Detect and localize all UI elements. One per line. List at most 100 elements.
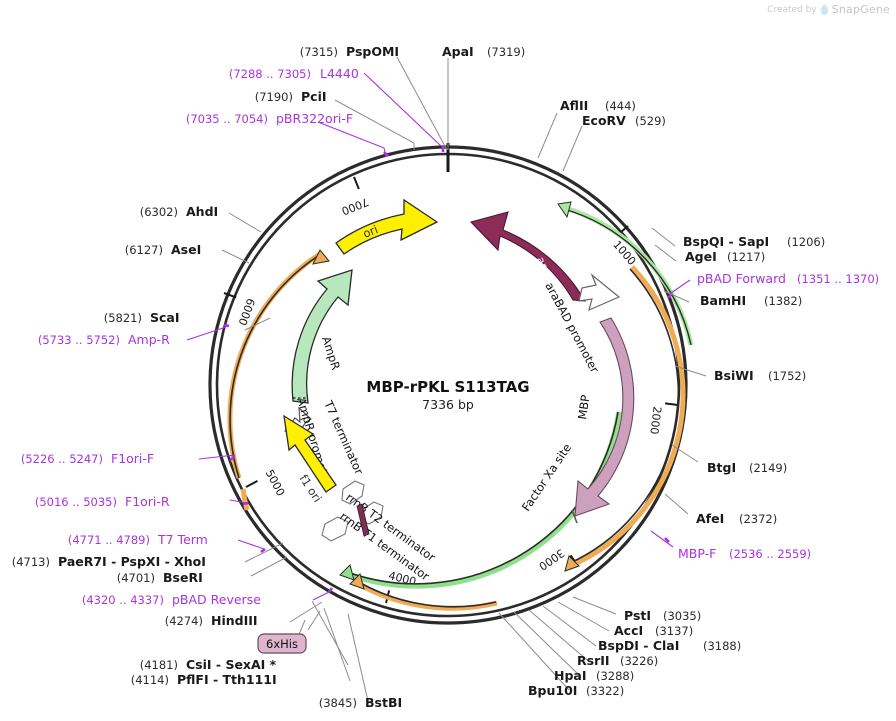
label-t7-term[interactable]: (4771 .. 4789) T7 Term [68, 532, 208, 547]
label-position: (4320 .. 4337) [82, 593, 164, 607]
label-paer7i-pspxi-xhoi[interactable]: (4713) PaeR7I - PspXI - XhoI [12, 554, 206, 569]
label-position: (1206) [787, 235, 825, 249]
snapgene-watermark: Created by SnapGene [767, 3, 890, 16]
label-name: PstI [624, 608, 651, 623]
label-bsiwi[interactable]: BsiWI (1752) [714, 368, 806, 383]
label-acci[interactable]: AccI (3137) [614, 623, 693, 638]
label-bseri[interactable]: (4701) BseRI [117, 570, 203, 585]
watermark-prefix: Created by [767, 4, 817, 15]
label-name: CsiI - SexAI * [186, 657, 277, 672]
feature-ori[interactable]: ori [335, 198, 439, 255]
label-pbr322ori-f[interactable]: (7035 .. 7054) pBR322ori-F [186, 111, 353, 126]
label-amp-r[interactable]: (5733 .. 5752) Amp-R [38, 332, 170, 347]
feature-ampr[interactable]: AmpR [291, 269, 353, 404]
label-bspdi-clai[interactable]: BspDI - ClaI (3188) [598, 638, 741, 653]
status-badge[interactable]: 6xHis [257, 633, 307, 654]
label-name: BtgI [707, 460, 736, 475]
label-name: BseRI [163, 570, 203, 585]
label-ahdi[interactable]: (6302) AhdI [140, 204, 218, 219]
tick-label: 3000 [536, 546, 566, 573]
label-name: F1ori-F [111, 451, 154, 466]
label-mbp-f[interactable]: MBP-F (2536 .. 2559) [678, 546, 811, 561]
label-group-right: BspQI - SapI (1206) AgeI (1217) pBAD For… [678, 234, 879, 561]
annotation-tracks [227, 201, 694, 611]
label-pspomi[interactable]: (7315) PspOMI [300, 44, 399, 59]
label-bamhi[interactable]: BamHI (1382) [700, 293, 802, 308]
label-position: (4713) [12, 555, 50, 569]
label-hpai[interactable]: HpaI (3288) [554, 668, 634, 683]
label-bpu10i[interactable]: Bpu10I (3322) [528, 683, 624, 698]
label-hindiii[interactable]: (4274) HindIII [165, 613, 258, 628]
label-name: RsrII [577, 653, 610, 668]
label-position: (1382) [764, 294, 802, 308]
label-l4440[interactable]: (7288 .. 7305) L4440 [229, 66, 359, 81]
label-position: (3137) [655, 624, 693, 638]
label-pbad-forward[interactable]: pBAD Forward (1351 .. 1370) [697, 271, 879, 286]
label-name: AhdI [186, 204, 218, 219]
label-name: PflFI - Tth111I [177, 672, 277, 687]
label-position: (3288) [596, 669, 634, 683]
label-rsrii[interactable]: RsrII (3226) [577, 653, 658, 668]
label-position: (7288 .. 7305) [229, 67, 311, 81]
label-pcii[interactable]: (7190) PciI [255, 89, 327, 104]
feature-label-mbp: MBP [575, 394, 592, 421]
label-ecorv[interactable]: EcoRV (529) [582, 113, 666, 128]
label-name: PaeR7I - PspXI - XhoI [58, 554, 206, 569]
label-position: (6302) [140, 205, 178, 219]
feature-arac[interactable]: araC [469, 211, 587, 302]
label-position: (4181) [140, 658, 178, 672]
label-position: (5226 .. 5247) [21, 452, 103, 466]
label-pbad-reverse[interactable]: (4320 .. 4337) pBAD Reverse [82, 592, 261, 607]
label-position: (3226) [620, 654, 658, 668]
label-name: BsiWI [714, 368, 754, 383]
label-name: AccI [614, 623, 643, 638]
label-f1ori-f[interactable]: (5226 .. 5247) F1ori-F [21, 451, 154, 466]
label-name: AseI [171, 242, 201, 257]
label-aflii[interactable]: AflII (444) [560, 98, 636, 113]
label-name: Bpu10I [528, 683, 577, 698]
label-name: pBAD Reverse [172, 592, 261, 607]
label-btgi[interactable]: BtgI (2149) [707, 460, 787, 475]
label-position: (1351 .. 1370) [797, 272, 879, 286]
label-apai[interactable]: ApaI (7319) [442, 44, 525, 59]
feature-label-factor-xa: Factor Xa site [519, 441, 574, 514]
label-bspqi-sapi[interactable]: BspQI - SapI (1206) [683, 234, 825, 249]
label-position: (7190) [255, 90, 293, 104]
label-position: (4701) [117, 571, 155, 585]
label-name: MBP-F [678, 546, 716, 561]
feature-factor-xa-site[interactable]: Factor Xa site [519, 441, 578, 524]
label-name: pBAD Forward [697, 271, 786, 286]
label-name: PciI [301, 89, 327, 104]
label-position: (7035 .. 7054) [186, 112, 268, 126]
label-scai[interactable]: (5821) ScaI [104, 310, 180, 325]
label-position: (3322) [586, 684, 624, 698]
label-name: HpaI [554, 668, 587, 683]
label-psti[interactable]: PstI (3035) [624, 608, 701, 623]
label-position: (2536 .. 2559) [729, 547, 811, 561]
tick-label: 2000 [647, 406, 663, 435]
label-name: EcoRV [582, 113, 626, 128]
label-position: (4771 .. 4789) [68, 533, 150, 547]
label-position: (444) [605, 99, 636, 113]
label-asei[interactable]: (6127) AseI [125, 242, 202, 257]
label-afei[interactable]: AfeI (2372) [696, 511, 777, 526]
label-bstbi[interactable]: (3845) BstBI [319, 695, 402, 710]
feature-mbp[interactable]: MBP [574, 317, 635, 517]
feature-label-ori: ori [361, 222, 380, 241]
label-pflfi-tth111i[interactable]: (4114) PflFI - Tth111I [131, 672, 277, 687]
label-name: T7 Term [157, 532, 208, 547]
label-position: (5733 .. 5752) [38, 333, 120, 347]
label-name: BamHI [700, 293, 746, 308]
label-agei[interactable]: AgeI (1217) [685, 249, 765, 264]
label-position: (5016 .. 5035) [35, 495, 117, 509]
label-position: (2149) [749, 461, 787, 475]
label-name: AgeI [685, 249, 717, 264]
label-group-left: (5733 .. 5752) Amp-R (5821) ScaI (6127) … [38, 204, 218, 347]
label-position: (6127) [125, 243, 163, 257]
label-name: Amp-R [128, 332, 170, 347]
label-position: (529) [635, 114, 666, 128]
label-f1ori-r[interactable]: (5016 .. 5035) F1ori-R [35, 494, 170, 509]
label-csii-sexai[interactable]: (4181) CsiI - SexAI * [140, 657, 277, 672]
label-name: L4440 [320, 66, 359, 81]
